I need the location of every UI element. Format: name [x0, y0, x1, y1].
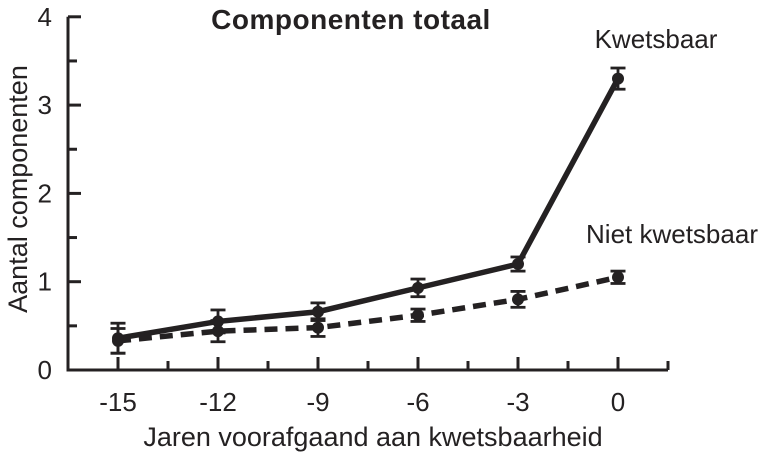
plot-layer: 0 1 2 3 4 -15 -12 -9 -6 -3 0: [38, 2, 670, 417]
marker-kwetsbaar: [512, 258, 524, 271]
y-tick-label: 4: [38, 2, 52, 32]
x-tick-label: -12: [199, 387, 237, 417]
series-line-niet-kwetsbaar: [117, 274, 619, 344]
x-axis-label: Jaren voorafgaand aan kwetsbaarheid: [143, 422, 602, 452]
x-tick-label: -15: [99, 387, 137, 417]
x-tick-label: -3: [506, 387, 529, 417]
y-tick-label: 2: [38, 178, 52, 208]
series-label-kwetsbaar: Kwetsbaar: [595, 24, 718, 54]
marker-niet-kwetsbaar: [212, 325, 224, 338]
marker-kwetsbaar: [312, 305, 324, 318]
marker-kwetsbaar: [612, 72, 624, 85]
marker-niet-kwetsbaar: [112, 334, 124, 347]
x-tick-label: -6: [406, 387, 429, 417]
marker-niet-kwetsbaar: [412, 309, 424, 322]
axes-spine: [66, 16, 668, 372]
marker-niet-kwetsbaar: [312, 321, 324, 334]
x-tick-label: -9: [306, 387, 329, 417]
y-tick-label: 1: [38, 267, 52, 297]
y-tick-label: 3: [38, 90, 52, 120]
y-tick-label: 0: [38, 355, 52, 385]
marker-niet-kwetsbaar: [612, 271, 624, 284]
marker-kwetsbaar: [212, 315, 224, 328]
marker-kwetsbaar: [412, 281, 424, 294]
marker-niet-kwetsbaar: [512, 293, 524, 306]
x-tick-label: 0: [611, 387, 625, 417]
series-label-niet-kwetsbaar: Niet kwetsbaar: [586, 219, 758, 249]
series-line-kwetsbaar: [117, 77, 621, 341]
chart-title: Componenten totaal: [211, 4, 491, 35]
y-axis-label: Aantal componenten: [3, 65, 33, 313]
